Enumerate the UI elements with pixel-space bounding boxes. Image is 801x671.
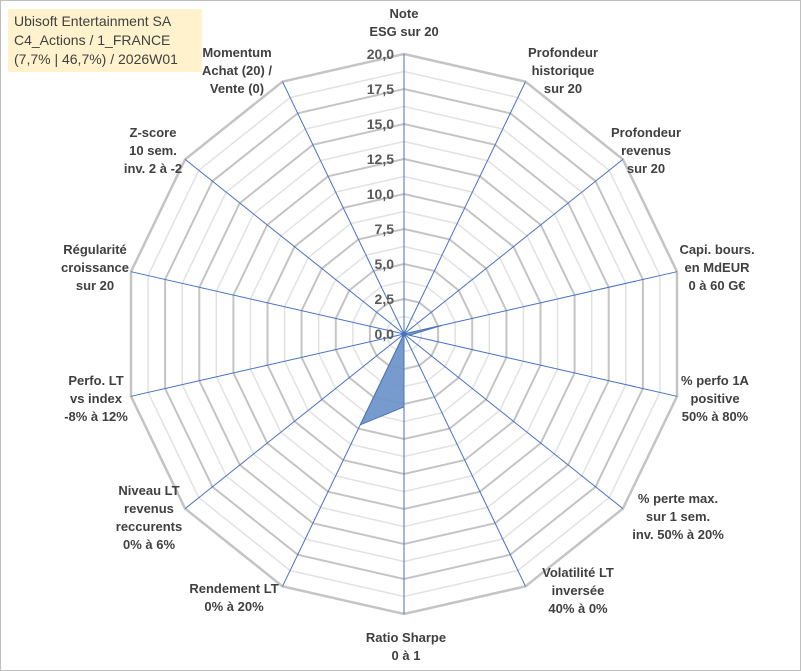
axis-spoke <box>403 333 624 509</box>
tick-label: 20,0 <box>367 46 394 62</box>
axis-label-line: revenus <box>621 143 671 158</box>
axis-label-line: ESG sur 20 <box>369 24 439 39</box>
axis-label: Note ESG sur 20 <box>369 5 438 41</box>
axis-label: Niveau LT revenus reccurents 0% à 6% <box>116 482 182 554</box>
axis-label-line: 10 sem. <box>129 143 177 158</box>
axis-label-line: sur 20 <box>75 278 115 293</box>
tick-label: 12,5 <box>367 151 394 167</box>
axis-spoke <box>403 159 624 335</box>
radar-series <box>359 324 443 426</box>
axis-label: Ratio Sharpe 0 à 1 <box>366 629 446 665</box>
axis-label-line: vs index <box>69 391 123 406</box>
axis-label: Profondeur historique sur 20 <box>528 44 598 98</box>
axis-spoke <box>403 271 678 335</box>
title-line-3: (7,7% | 46,7%) / 2026W01 <box>14 51 178 67</box>
axis-label-line: historique <box>531 63 595 78</box>
axis-label-line: inv. 2 à -2 <box>123 161 183 176</box>
axis-spoke <box>130 271 405 335</box>
axis-label-line: Note <box>389 6 419 21</box>
axis-label-line: Ratio Sharpe <box>365 630 447 645</box>
axis-label-line: sur 20 <box>543 81 583 96</box>
axis-label-line: % perte max. <box>637 491 719 506</box>
axis-label-line: % perfo 1A <box>681 373 749 388</box>
axis-spoke <box>282 81 405 335</box>
axis-label-line: inversée <box>551 583 605 598</box>
axis-spoke <box>184 159 405 335</box>
series-area <box>359 324 443 426</box>
axis-label-line: -8% à 12% <box>64 409 128 424</box>
axis-label-line: 0% à 20% <box>204 599 264 614</box>
axis-spoke <box>130 333 405 397</box>
axis-label-line: Perfo. LT <box>68 373 124 388</box>
axis-label-line: Achat (20) / <box>201 63 273 78</box>
tick-label: 7,5 <box>375 221 395 237</box>
axis-label-line: positive <box>690 391 740 406</box>
tick-label: 15,0 <box>367 116 394 132</box>
title-line-2: C4_Actions / 1_FRANCE <box>14 32 171 48</box>
axis-label: Profondeur revenus sur 20 <box>611 124 681 178</box>
axis-label-line: 50% à 80% <box>681 409 749 424</box>
axis-label-line: en MdEUR <box>684 260 750 275</box>
tick-label: 5,0 <box>375 256 395 272</box>
axis-label-line: Volatilité LT <box>542 565 614 580</box>
axis-label-line: Vente (0) <box>209 81 265 96</box>
axis-label-line: Niveau LT <box>118 483 180 498</box>
axis-label: Perfo. LT vs index -8% à 12% <box>64 372 128 426</box>
axis-label: Régularité croissance sur 20 <box>61 241 129 295</box>
axis-label-line: 40% à 0% <box>548 601 608 616</box>
axis-label: Z-score 10 sem. inv. 2 à -2 <box>124 124 182 178</box>
axis-label-line: croissance <box>61 260 129 275</box>
axis-label-line: Rendement LT <box>189 581 279 596</box>
radial-tick-labels: 0,0 2,5 5,0 7,5 10,0 12,5 15,0 17,5 20,0 <box>367 46 394 342</box>
axis-label-line: sur 20 <box>626 161 666 176</box>
axis-spoke <box>403 333 526 587</box>
axis-label-line: Profondeur <box>527 45 599 60</box>
axis-label-line: Régularité <box>63 242 127 257</box>
axis-label-line: 0% à 6% <box>122 537 176 552</box>
tick-label: 10,0 <box>367 186 394 202</box>
axis-label: Rendement LT 0% à 20% <box>189 580 278 616</box>
title-line-1: Ubisoft Entertainment SA <box>14 13 172 29</box>
tick-label: 0,0 <box>375 326 395 342</box>
axis-label-line: Momentum <box>202 45 272 60</box>
axis-label-line: Z-score <box>129 125 177 140</box>
axis-label-line: revenus <box>124 501 174 516</box>
axis-label: Capi. bours. en MdEUR 0 à 60 G€ <box>679 241 754 295</box>
tick-label: 17,5 <box>367 81 394 97</box>
axis-label: Volatilité LT inversée 40% à 0% <box>542 564 614 618</box>
chart-title-box: Ubisoft Entertainment SA C4_Actions / 1_… <box>8 9 202 72</box>
tick-label: 2,5 <box>375 291 395 307</box>
axis-label-line: 0 à 60 G€ <box>688 278 746 293</box>
radar-spokes <box>130 54 678 614</box>
axis-spoke <box>184 333 405 509</box>
axis-label-line: Profondeur <box>610 125 682 140</box>
axis-label: Momentum Achat (20) / Vente (0) <box>202 44 272 98</box>
axis-label-line: sur 1 sem. <box>645 509 711 524</box>
axis-label-line: inv. 50% à 20% <box>632 527 724 542</box>
axis-label: % perte max. sur 1 sem. inv. 50% à 20% <box>632 490 724 544</box>
axis-label-line: Capi. bours. <box>679 242 755 257</box>
axis-spoke <box>403 81 526 335</box>
axis-label-line: reccurents <box>115 519 183 534</box>
axis-label: % perfo 1A positive 50% à 80% <box>681 372 749 426</box>
axis-spoke <box>403 333 678 397</box>
axis-label-line: 0 à 1 <box>391 648 421 663</box>
